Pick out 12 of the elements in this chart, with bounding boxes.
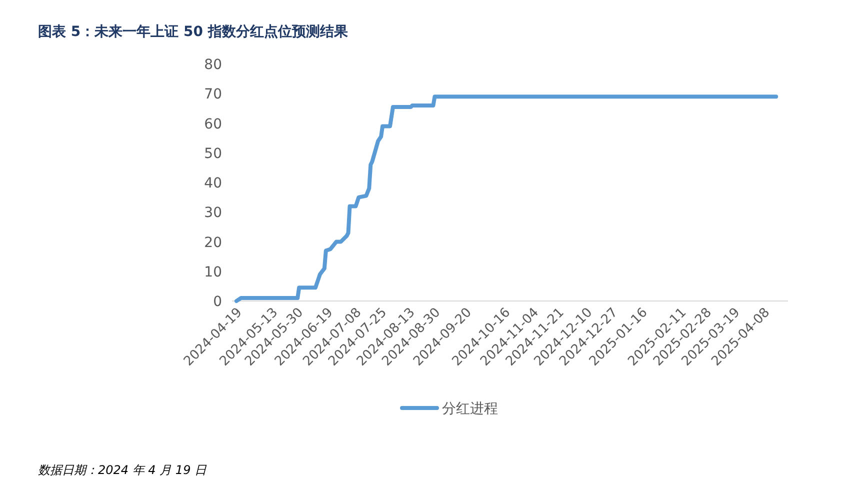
text: 数据日期：2024 年 4 月 19 日 — [38, 463, 208, 477]
y-tick-label: 70 — [204, 86, 222, 103]
legend-label: 分红进程 — [442, 401, 498, 417]
y-tick-label: 60 — [204, 116, 222, 132]
y-tick-label: 80 — [204, 57, 222, 73]
y-tick-label: 20 — [204, 234, 222, 251]
y-tick-label: 50 — [204, 146, 222, 162]
y-tick-label: 30 — [204, 205, 222, 222]
chart-title: 图表 5：未来一年上证 50 指数分红点位预测结果 — [38, 24, 349, 40]
y-tick-label: 40 — [204, 176, 222, 192]
y-tick-label: 10 — [204, 264, 222, 280]
y-tick-label: 0 — [213, 294, 222, 310]
